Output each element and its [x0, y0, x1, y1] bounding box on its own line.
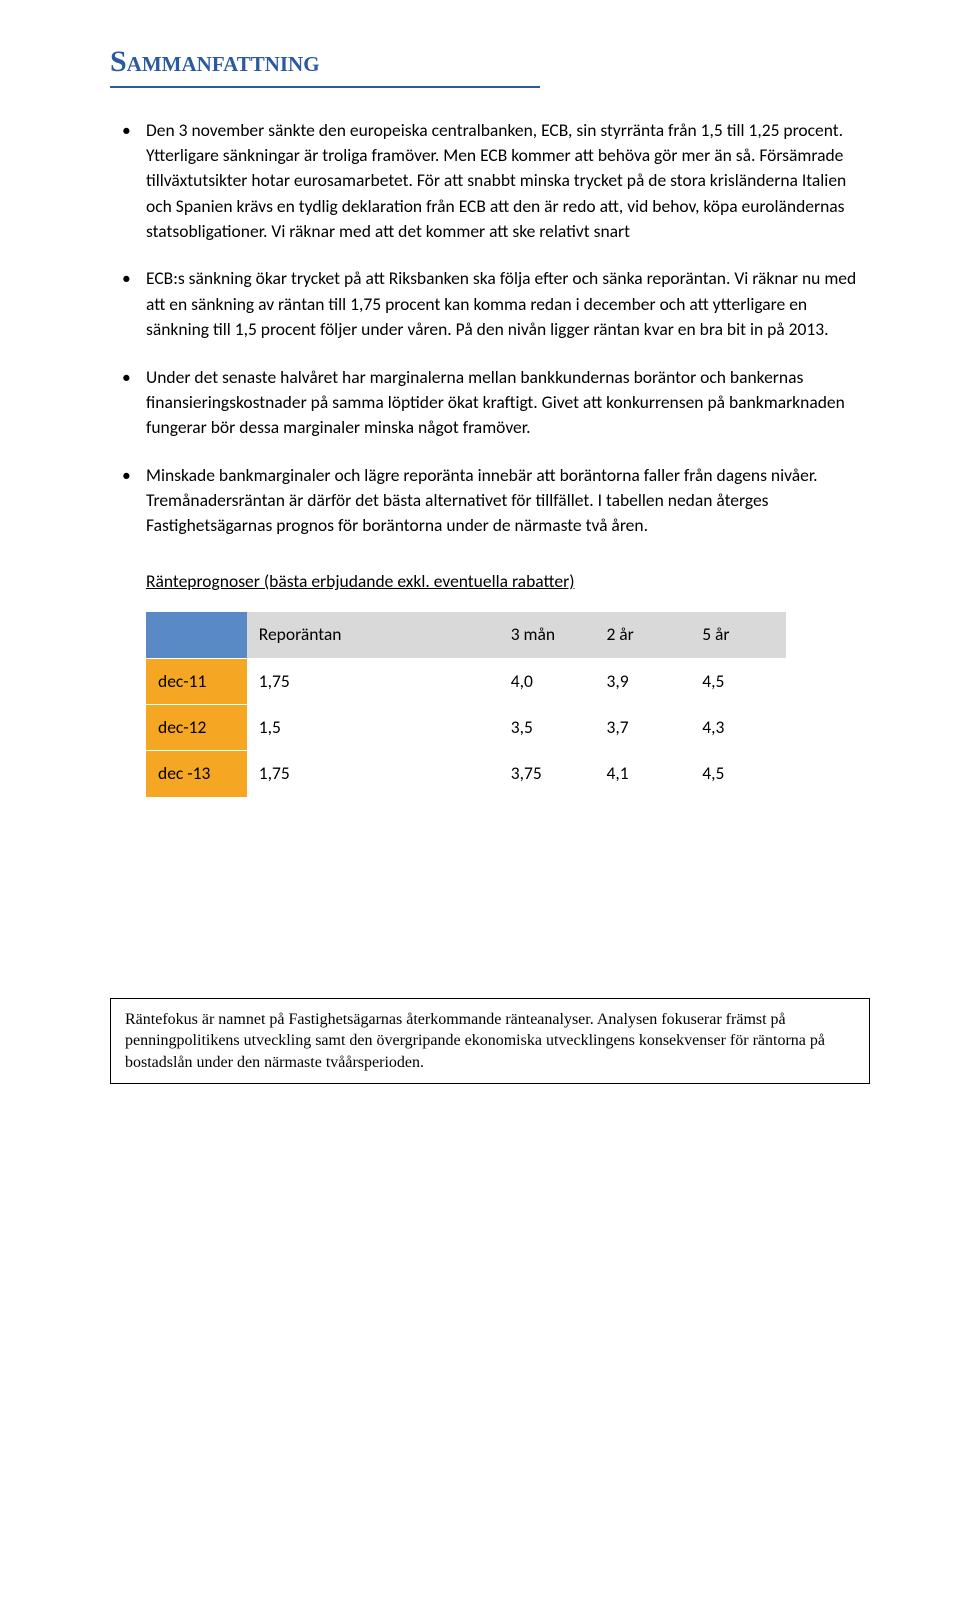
row-2yr: 3,9: [594, 658, 690, 704]
row-2yr: 4,1: [594, 751, 690, 797]
table-caption-underlined: Ränteprognoser: [146, 570, 260, 592]
summary-list: Den 3 november sänkte den europeiska cen…: [110, 118, 870, 539]
footer-note: Räntefokus är namnet på Fastighetsägarna…: [110, 998, 870, 1085]
row-2yr: 3,7: [594, 704, 690, 750]
table-header-3mo: 3 mån: [499, 612, 595, 658]
list-item: Under det senaste halvåret har marginale…: [110, 365, 870, 441]
row-5yr: 4,5: [690, 751, 786, 797]
table-row: dec -13 1,75 3,75 4,1 4,5: [146, 751, 786, 797]
table-caption-rest: (bästa erbjudande exkl. eventuella rabat…: [260, 570, 575, 592]
table-header-repo: Reporäntan: [247, 612, 499, 658]
list-item: Minskade bankmarginaler och lägre reporä…: [110, 463, 870, 539]
row-5yr: 4,3: [690, 704, 786, 750]
row-3mo: 4,0: [499, 658, 595, 704]
row-repo: 1,5: [247, 704, 499, 750]
row-3mo: 3,5: [499, 704, 595, 750]
list-item: ECB:s sänkning ökar trycket på att Riksb…: [110, 266, 870, 342]
table-header-corner: [146, 612, 247, 658]
table-header-2yr: 2 år: [594, 612, 690, 658]
table-row: dec-12 1,5 3,5 3,7 4,3: [146, 704, 786, 750]
row-5yr: 4,5: [690, 658, 786, 704]
table-row: dec-11 1,75 4,0 3,9 4,5: [146, 658, 786, 704]
list-item: Den 3 november sänkte den europeiska cen…: [110, 118, 870, 245]
page-title: Sammanfattning: [110, 40, 540, 88]
row-label: dec-12: [146, 704, 247, 750]
row-label: dec -13: [146, 751, 247, 797]
table-header-row: Reporäntan 3 mån 2 år 5 år: [146, 612, 786, 658]
row-label: dec-11: [146, 658, 247, 704]
row-repo: 1,75: [247, 751, 499, 797]
table-header-5yr: 5 år: [690, 612, 786, 658]
row-repo: 1,75: [247, 658, 499, 704]
forecast-table: Reporäntan 3 mån 2 år 5 år dec-11 1,75 4…: [146, 612, 786, 798]
table-caption: Ränteprognoser (bästa erbjudande exkl. e…: [146, 569, 870, 594]
row-3mo: 3,75: [499, 751, 595, 797]
